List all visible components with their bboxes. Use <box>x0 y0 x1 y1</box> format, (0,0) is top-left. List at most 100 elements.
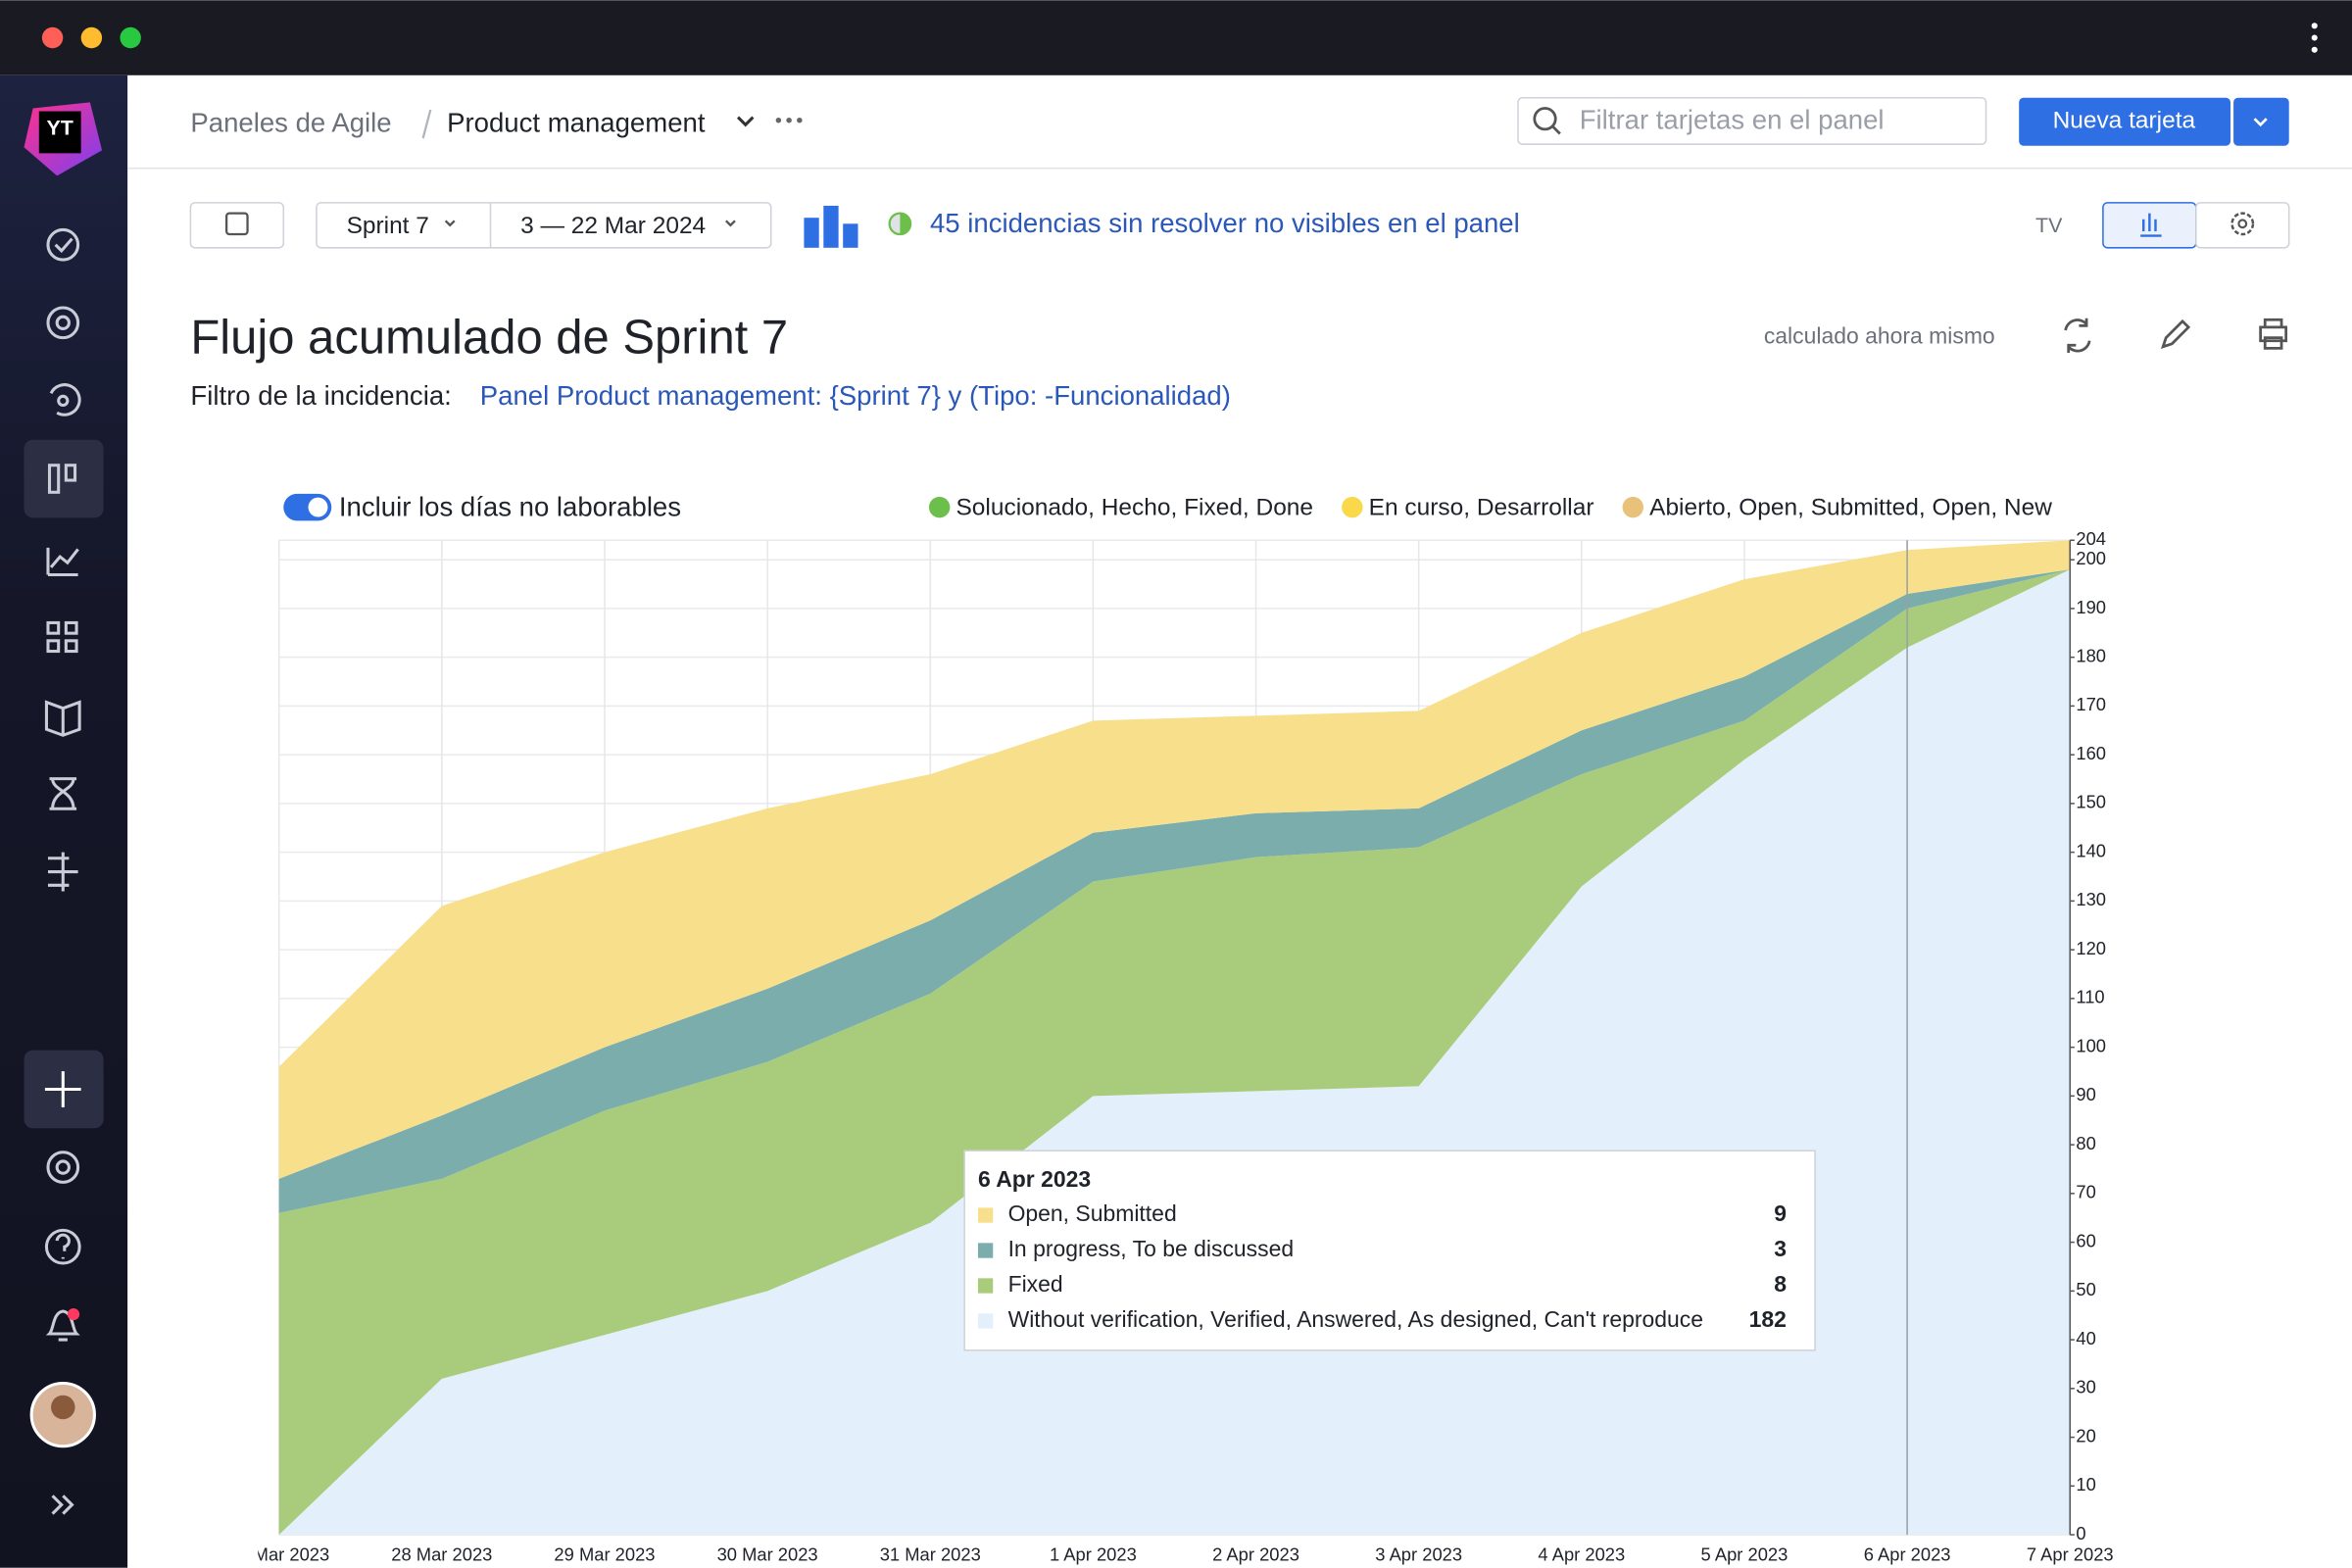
logo-text: YT <box>47 117 74 140</box>
y-tick-label: 130 <box>2076 889 2106 909</box>
backlog-icon <box>224 212 249 236</box>
area-1 <box>278 569 2071 1536</box>
x-tick-label: 31 Mar 2023 <box>880 1544 981 1564</box>
chart: 0 10 20 30 40 50 60 70 80 90 100 110 120 130 140 150 160… <box>258 495 2113 1565</box>
area-3 <box>278 540 2071 1179</box>
report-title: Flujo acumulado de Sprint 7 <box>190 312 788 365</box>
filter-label: Filtro de la incidencia: <box>190 380 451 411</box>
chart-view-icon <box>2140 213 2162 237</box>
collapse-sidebar[interactable] <box>51 1494 74 1515</box>
legend-swatch <box>1342 496 1363 518</box>
x-tick-label: 5 Apr 2023 <box>1701 1544 1788 1564</box>
settings-button[interactable] <box>2195 202 2290 249</box>
toggle-label: Incluir los días no laborables <box>339 491 681 521</box>
legend-swatch <box>1622 496 1644 518</box>
new-card-label: Nueva tarjeta <box>2053 108 2196 134</box>
icon-notifications[interactable] <box>45 1309 80 1342</box>
sidebar <box>0 74 128 1568</box>
hidden-issues-link[interactable]: 45 incidencias sin resolver no visibles … <box>930 208 1520 238</box>
tooltip-value: 9 <box>1774 1200 1787 1226</box>
tooltip-series: Open, Submitted <box>1008 1200 1177 1226</box>
sidebar-icons <box>24 227 104 1515</box>
sprint-dates[interactable]: 3 — 22 Mar 2024 <box>520 213 706 239</box>
icon-time[interactable] <box>49 777 77 810</box>
toggle-knob <box>308 497 328 517</box>
tooltip-title: 6 Apr 2023 <box>978 1166 1091 1192</box>
search-icon <box>1533 107 1557 131</box>
search-field[interactable] <box>1517 96 1987 145</box>
filter-query[interactable]: Panel Product management: {Sprint 7} y (… <box>480 380 1231 411</box>
x-tick-label: 30 Mar 2023 <box>717 1544 818 1564</box>
window-menu[interactable] <box>2311 23 2318 53</box>
tooltip-box <box>963 1150 1816 1351</box>
y-tick-label: 20 <box>2076 1425 2095 1446</box>
tv-mode[interactable]: TV <box>2035 214 2063 237</box>
y-tick-label: 140 <box>2076 840 2106 860</box>
y-tick-label: 120 <box>2076 938 2106 958</box>
tooltip-swatch <box>977 1313 994 1329</box>
tooltip: 6 Apr 2023 Open, Submitted 9 In progress, T… <box>963 1150 1816 1351</box>
legend-label: Abierto, Open, Submitted, Open, New <box>1649 495 2052 521</box>
report-actions <box>2064 318 2288 353</box>
edit-icon[interactable] <box>2160 318 2191 350</box>
tooltip-swatch <box>977 1207 994 1223</box>
breadcrumb-root[interactable]: Paneles de Agile <box>190 108 391 138</box>
x-tick-label: 2 Apr 2023 <box>1212 1544 1299 1564</box>
y-tick-label: 170 <box>2076 694 2106 714</box>
icon-reports[interactable] <box>46 547 79 577</box>
legend-label: En curso, Desarrollar <box>1369 495 1594 521</box>
icon-settings[interactable] <box>46 1151 80 1184</box>
board-dropdown[interactable] <box>736 116 755 127</box>
icon-activity[interactable] <box>49 383 81 416</box>
sprint-chevron <box>444 220 456 227</box>
new-card-chevron <box>2253 118 2268 127</box>
search-icon-handle <box>1551 124 1561 135</box>
notification-dot <box>67 1307 80 1321</box>
icon-help[interactable] <box>44 1228 81 1265</box>
y-tick-label: 40 <box>2076 1328 2095 1348</box>
icon-boards-active[interactable] <box>24 439 104 518</box>
close-button[interactable] <box>41 26 64 49</box>
more-menu[interactable] <box>775 117 803 123</box>
new-card-button[interactable] <box>2019 97 2231 146</box>
y-tick-label: 50 <box>2076 1279 2095 1299</box>
x-tick-label: 6 Apr 2023 <box>1864 1544 1951 1564</box>
y-tick-label: 0 <box>2076 1523 2085 1544</box>
x-tick-label: 4 Apr 2023 <box>1538 1544 1625 1564</box>
breadcrumb-current[interactable]: Product management <box>447 108 706 138</box>
y-tick-label: 30 <box>2076 1377 2095 1397</box>
breadcrumb-separator <box>421 109 432 139</box>
new-card-menu[interactable] <box>2233 97 2289 146</box>
tooltip-swatch <box>977 1278 994 1294</box>
icon-kb[interactable] <box>44 700 81 737</box>
icon-apps[interactable] <box>46 620 78 654</box>
icon-issues[interactable] <box>46 227 80 262</box>
tooltip-series: In progress, To be discussed <box>1008 1236 1295 1261</box>
title-bar <box>0 0 2352 75</box>
x-tick-label: 1 Apr 2023 <box>1050 1544 1137 1564</box>
y-tick-label: 190 <box>2076 597 2106 617</box>
minimize-button[interactable] <box>80 26 103 49</box>
zoom-button[interactable] <box>120 26 141 49</box>
backlog-button[interactable] <box>189 202 285 249</box>
x-tick-label: 28 Mar 2023 <box>391 1544 492 1564</box>
y-tick-label: 150 <box>2076 792 2106 812</box>
notice-icon-half <box>900 213 911 235</box>
y-tick-label: 100 <box>2076 1035 2106 1055</box>
y-tick-label: 90 <box>2076 1084 2095 1104</box>
refresh-icon[interactable] <box>2064 318 2091 353</box>
y-tick-label: 60 <box>2076 1230 2095 1250</box>
x-tick-label: 3 Apr 2023 <box>1375 1544 1462 1564</box>
settings-icon-core <box>2237 219 2248 229</box>
icon-gantt[interactable] <box>47 852 78 892</box>
y-tick-label: 10 <box>2076 1474 2095 1494</box>
print-icon[interactable] <box>2259 318 2288 350</box>
legend: Solucionado, Hecho, Fixed, Done En curso,… <box>928 495 2052 521</box>
plot-area <box>277 539 2072 1536</box>
legend-swatch <box>928 496 951 518</box>
chart-switch-icon[interactable] <box>804 205 858 248</box>
icon-helpdesk[interactable] <box>46 306 80 340</box>
sprint-selector[interactable] <box>316 202 772 249</box>
area-2 <box>278 569 2071 1213</box>
